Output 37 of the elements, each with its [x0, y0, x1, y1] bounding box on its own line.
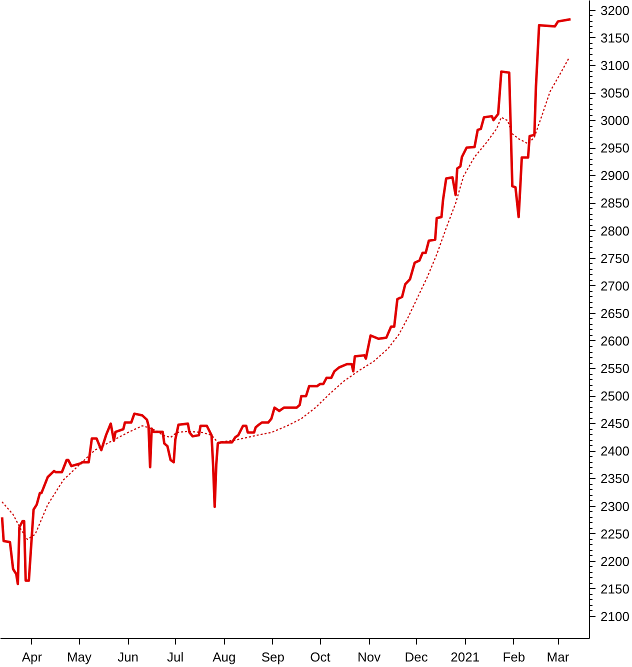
y-tick-label: 3000	[600, 113, 630, 128]
y-tick-label: 2900	[600, 168, 630, 184]
x-tick-label: Nov	[357, 650, 382, 664]
line-series	[0, 18, 572, 586]
y-tick-label: 2650	[600, 306, 630, 321]
y-tick-label: 2500	[600, 388, 630, 404]
y-tick-label: 2450	[600, 416, 630, 432]
y-tick-label: 2250	[600, 526, 630, 542]
y-tick-label: 2750	[600, 250, 630, 266]
x-tick-label: Oct	[310, 650, 331, 664]
x-tick-label: Dec	[404, 650, 428, 664]
y-tick-label: 2200	[600, 554, 630, 569]
x-tick-label: Feb	[502, 650, 526, 664]
y-tick-label: 3100	[600, 58, 630, 74]
x-tick-label: Jun	[118, 650, 139, 664]
x-tick-label: 2021	[450, 650, 480, 664]
y-tick-label: 2850	[600, 196, 630, 211]
y-tick-label: 2350	[600, 471, 630, 486]
line-series	[1, 57, 570, 540]
x-tick-label: Apr	[22, 650, 43, 664]
y-tick-label: 2550	[600, 361, 630, 376]
x-tick-label: Aug	[212, 650, 236, 664]
x-tick-label: May	[66, 650, 92, 664]
y-tick-label: 2600	[600, 333, 630, 348]
y-tick-label: 2100	[600, 608, 630, 624]
y-tick-label: 2300	[600, 498, 630, 514]
y-tick-label: 3200	[600, 2, 630, 18]
x-tick-label: Jul	[167, 650, 184, 664]
y-tick-label: 2400	[600, 444, 630, 459]
y-tick-label: 2700	[600, 278, 630, 294]
x-tick-label: Mar	[546, 650, 570, 664]
y-tick-label: 2950	[600, 140, 630, 156]
x-tick-label: Sep	[261, 650, 285, 664]
y-tick-label: 2150	[600, 581, 630, 596]
y-tick-label: 3150	[600, 30, 630, 46]
y-tick-label: 2800	[600, 223, 630, 238]
y-tick-label: 3050	[600, 86, 630, 101]
